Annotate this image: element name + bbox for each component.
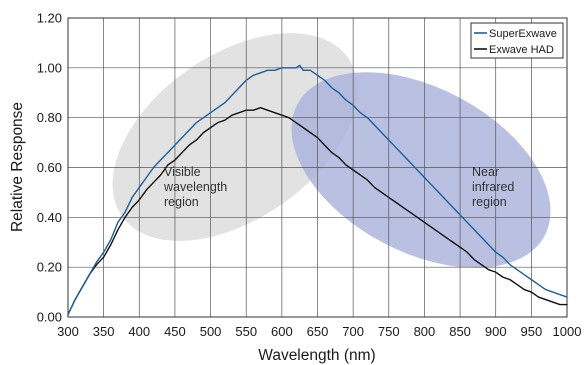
x-tick-label: 900 xyxy=(485,324,507,339)
x-tick-label: 300 xyxy=(57,324,79,339)
x-tick-label: 550 xyxy=(235,324,257,339)
y-tick-label: 0.00 xyxy=(37,310,62,325)
x-axis-title: Wavelength (nm) xyxy=(258,347,375,364)
y-tick-label: 0.20 xyxy=(37,260,62,275)
nir-region-highlight xyxy=(291,72,551,268)
x-tick-label: 750 xyxy=(378,324,400,339)
x-tick-label: 350 xyxy=(93,324,115,339)
y-tick-label: 0.40 xyxy=(37,210,62,225)
visible-region-label-line-3: region xyxy=(164,195,199,209)
tick-labels: 300 350 400 450 500 550 600 650 700 750 800 850 900 9… xyxy=(37,11,582,340)
y-axis-title: Relative Response xyxy=(9,102,26,232)
legend-label-superexwave: SuperExwave xyxy=(489,28,557,40)
nir-region-label-line-3: region xyxy=(472,195,507,209)
legend-label-exwave-had: Exwave HAD xyxy=(489,44,554,56)
visible-region-label-line-1: Visible xyxy=(164,165,201,179)
grid xyxy=(68,18,567,317)
nir-region-label-line-1: Near xyxy=(472,165,499,179)
x-tick-label: 1000 xyxy=(553,324,582,339)
y-tick-label: 1.00 xyxy=(37,60,62,75)
y-tick-label: 0.60 xyxy=(37,160,62,175)
legend-box xyxy=(470,22,564,59)
legend: SuperExwave Exwave HAD xyxy=(470,22,564,59)
visible-region-label-line-2: wavelength xyxy=(163,180,227,194)
y-tick-label: 1.20 xyxy=(37,11,62,26)
nir-region-label-line-2: infrared xyxy=(472,180,514,194)
series xyxy=(67,64,568,316)
plot-frame xyxy=(67,17,568,318)
x-tick-label: 700 xyxy=(342,324,364,339)
x-tick-label: 600 xyxy=(271,324,293,339)
x-tick-label: 450 xyxy=(164,324,186,339)
highlight-regions xyxy=(112,33,551,268)
x-tick-label: 850 xyxy=(449,324,471,339)
series-line-exwave-had xyxy=(67,107,568,316)
x-tick-label: 950 xyxy=(521,324,543,339)
y-tick-label: 0.80 xyxy=(37,110,62,125)
series-line-superexwave xyxy=(67,64,568,316)
x-tick-label: 500 xyxy=(200,324,222,339)
x-tick-label: 800 xyxy=(414,324,436,339)
x-tick-label: 650 xyxy=(307,324,329,339)
x-tick-label: 400 xyxy=(128,324,150,339)
visible-region-highlight xyxy=(112,33,358,241)
